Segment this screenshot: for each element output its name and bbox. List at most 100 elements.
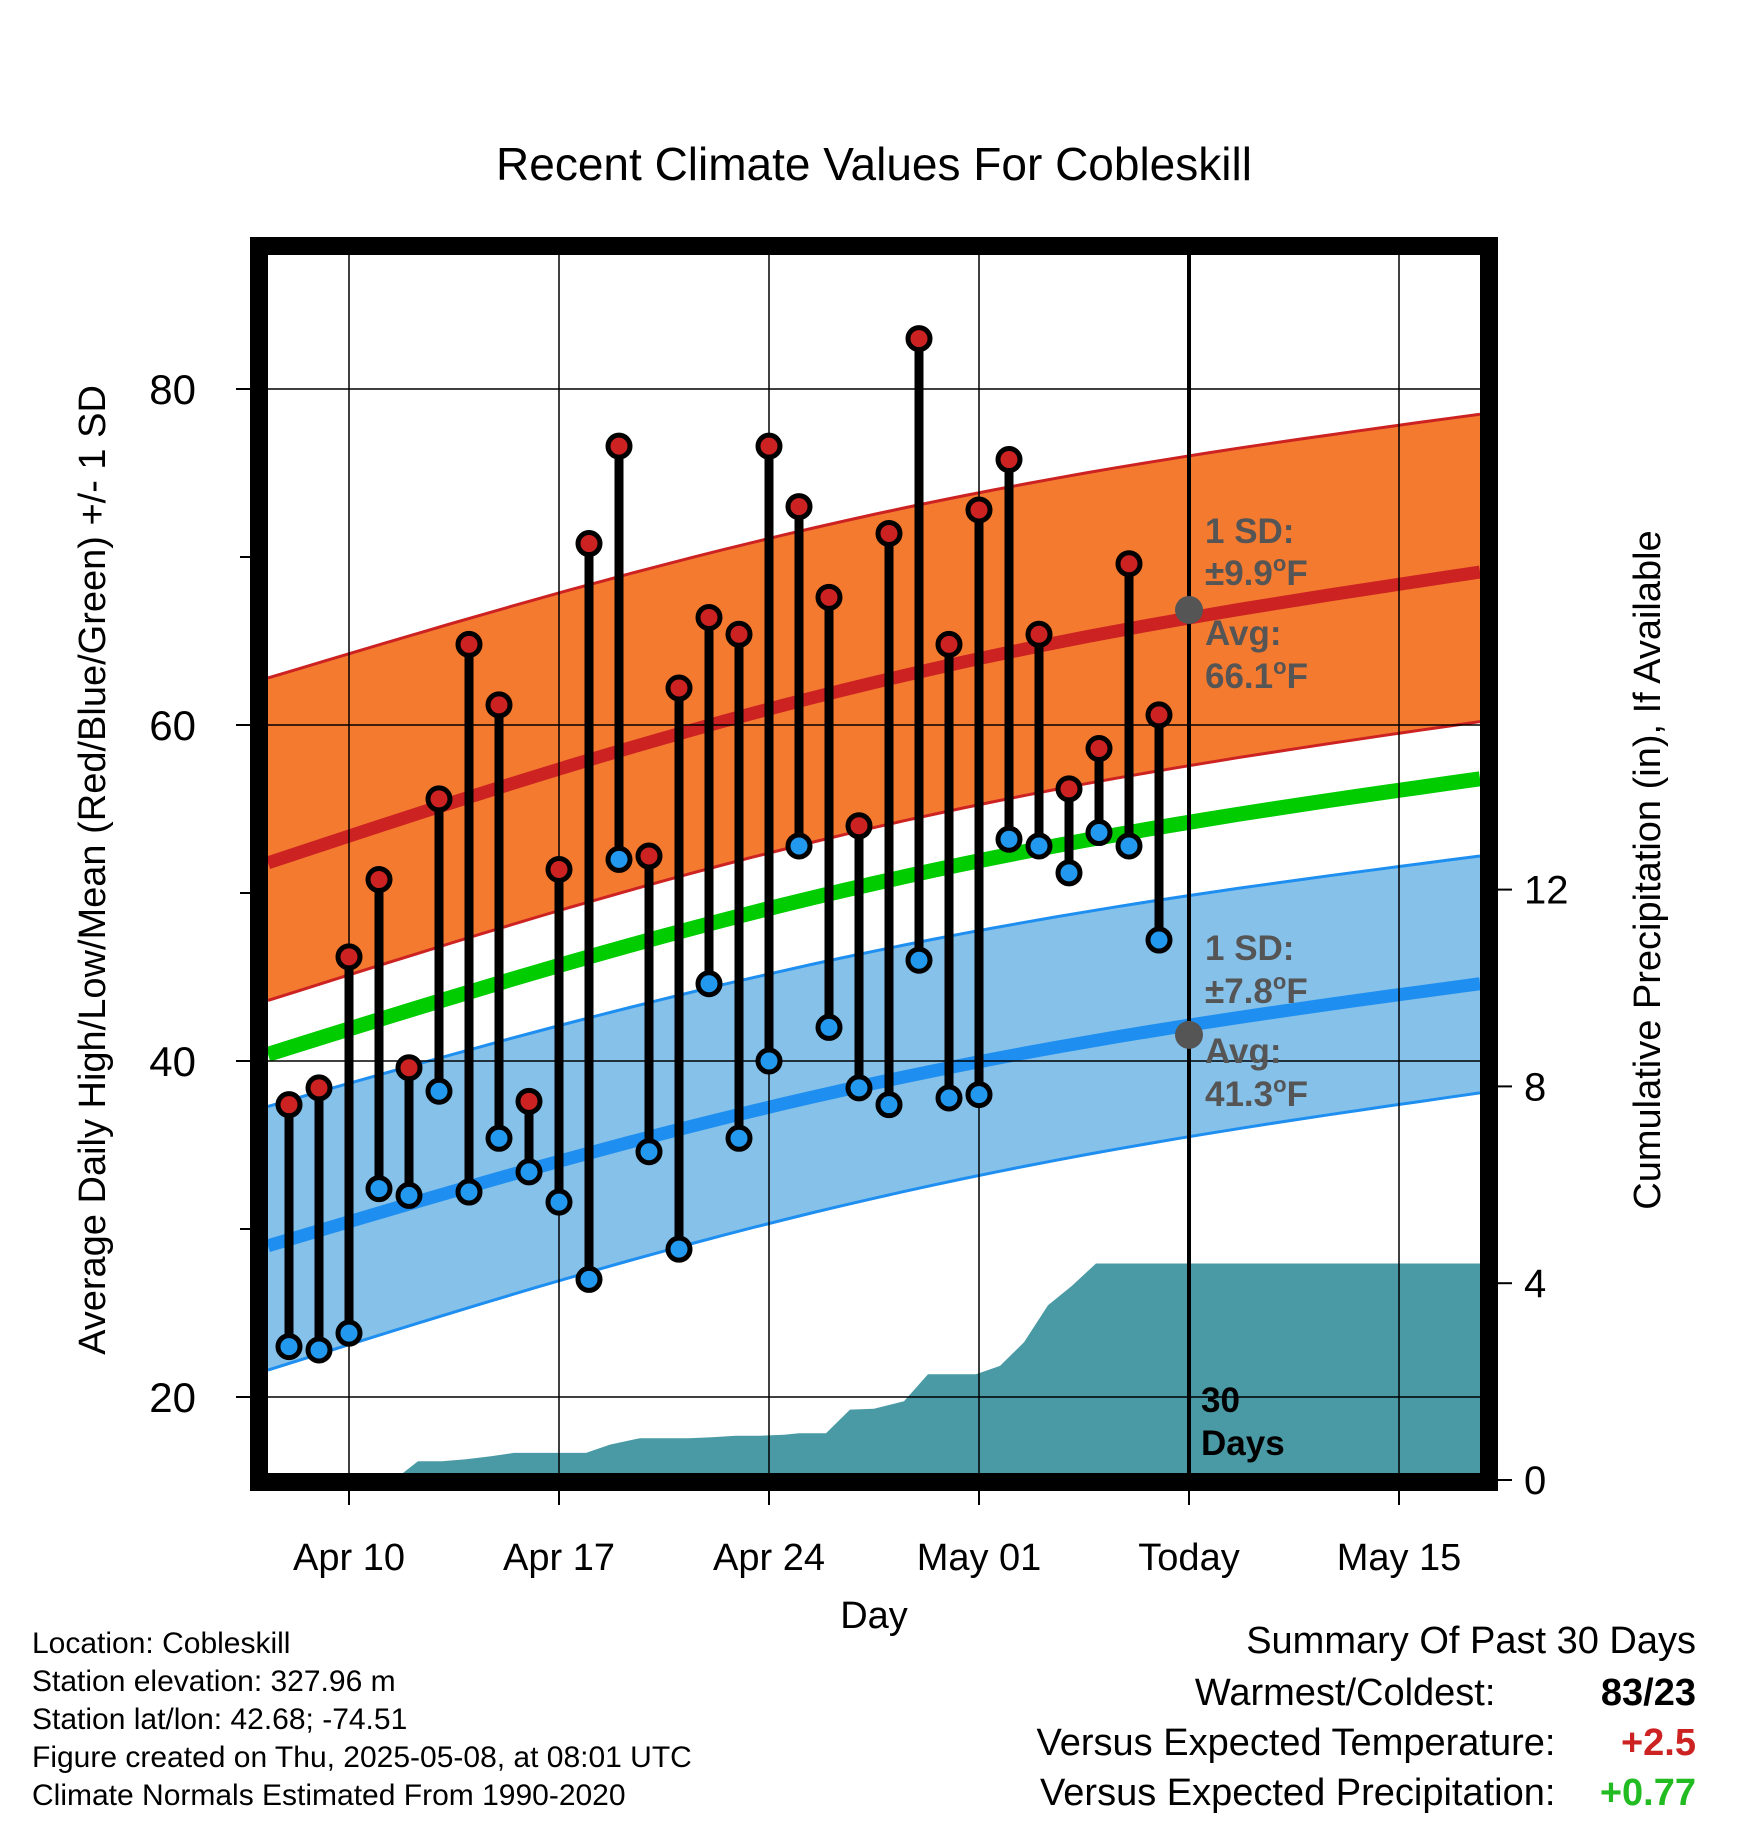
daily-low-point bbox=[725, 1124, 753, 1152]
daily-low-point bbox=[815, 1013, 843, 1041]
low-avg-value-degree: o bbox=[1273, 1072, 1286, 1097]
daily-low-point bbox=[425, 1077, 453, 1105]
axes: 20 40 60 80 0 4 8 12 Apr 10 Apr 17 Apr 24 May 01 Tod… bbox=[149, 237, 1569, 1579]
y-right-tick-label: 8 bbox=[1524, 1065, 1546, 1109]
daily-high-point bbox=[995, 446, 1023, 474]
temperature-value: +2.5 bbox=[1620, 1722, 1696, 1764]
warmest-coldest-value: 83/23 bbox=[1600, 1672, 1696, 1714]
daily-low-point bbox=[545, 1188, 573, 1216]
daily-high-point bbox=[575, 530, 603, 558]
x-tick-label: Apr 24 bbox=[713, 1537, 825, 1579]
low-sd-band bbox=[268, 856, 1480, 1371]
x-tick-label: May 15 bbox=[1337, 1537, 1462, 1579]
summary-warmest-coldest: Warmest/Coldest: 83/23 bbox=[1195, 1672, 1696, 1715]
daily-high-point bbox=[425, 785, 453, 813]
daily-high-point bbox=[875, 519, 903, 547]
precipitation-label: Versus Expected Precipitation: bbox=[1040, 1772, 1556, 1814]
chart-title: Recent Climate Values For Cobleskill bbox=[496, 138, 1252, 190]
daily-high-point bbox=[965, 496, 993, 524]
low-sd-value-degree: o bbox=[1273, 969, 1286, 994]
high-sd-value-degree: o bbox=[1273, 551, 1286, 576]
daily-high-point bbox=[845, 812, 873, 840]
daily-high-point bbox=[905, 325, 933, 353]
daily-low-point bbox=[275, 1333, 303, 1361]
daily-low-point bbox=[515, 1158, 543, 1186]
daily-high-point bbox=[815, 583, 843, 611]
daily-low-point bbox=[1085, 819, 1113, 847]
daily-high-point bbox=[1025, 620, 1053, 648]
plot-frame bbox=[250, 237, 1498, 1491]
summary-title: Summary Of Past 30 Days bbox=[1246, 1620, 1696, 1662]
low-lower-edge bbox=[268, 1091, 1480, 1372]
days-text-label: Days bbox=[1201, 1424, 1285, 1463]
daily-high-point bbox=[1115, 550, 1143, 578]
daily-low-point bbox=[605, 845, 633, 873]
daily-high-point bbox=[935, 630, 963, 658]
daily-low-point bbox=[455, 1178, 483, 1206]
high-upper-edge bbox=[268, 412, 1480, 680]
low-avg-value: 41.3oF bbox=[1205, 1072, 1308, 1114]
x-tick-label: Today bbox=[1138, 1537, 1239, 1579]
daily-low-point bbox=[845, 1074, 873, 1102]
precipitation-value: +0.77 bbox=[1599, 1772, 1696, 1814]
high-avg-value-unit: F bbox=[1287, 657, 1308, 696]
daily-high-point bbox=[545, 855, 573, 883]
y-axis-right-label: Cumulative Precipitation (in), If Availa… bbox=[1627, 530, 1669, 1209]
daily-low-point bbox=[695, 970, 723, 998]
daily-low-point bbox=[995, 825, 1023, 853]
daily-low-point bbox=[335, 1319, 363, 1347]
daily-high-point bbox=[665, 674, 693, 702]
high-avg-value-number: 66.1 bbox=[1205, 657, 1273, 696]
daily-low-point bbox=[365, 1175, 393, 1203]
high-sd-value-number: ±9.9 bbox=[1205, 554, 1273, 593]
daily-high-point bbox=[785, 493, 813, 521]
low-sd-value: ±7.8oF bbox=[1205, 969, 1308, 1011]
y-right-tick-label: 12 bbox=[1524, 869, 1569, 913]
x-tick-label: Apr 10 bbox=[293, 1537, 405, 1579]
today-high-avg-marker bbox=[1175, 595, 1203, 624]
daily-high-point bbox=[485, 691, 513, 719]
high-avg-value: 66.1oF bbox=[1205, 654, 1308, 696]
high-sd-band bbox=[268, 414, 1480, 1001]
daily-low-point bbox=[635, 1138, 663, 1166]
daily-high-point bbox=[395, 1054, 423, 1082]
daily-low-point bbox=[575, 1265, 603, 1293]
today-low-avg-marker bbox=[1175, 1020, 1203, 1049]
created-text: Figure created on Thu, 2025-05-08, at 08… bbox=[32, 1741, 692, 1774]
y-left-tick-label: 80 bbox=[149, 366, 196, 413]
y-left-tick-label: 60 bbox=[149, 702, 196, 749]
daily-low-point bbox=[905, 946, 933, 974]
x-axis-label: Day bbox=[840, 1595, 908, 1637]
daily-low-point bbox=[395, 1181, 423, 1209]
daily-high-point bbox=[1055, 775, 1083, 803]
high-sd-value: ±9.9oF bbox=[1205, 551, 1308, 593]
low-sd-value-unit: F bbox=[1286, 972, 1307, 1011]
elevation-text: Station elevation: 327.96 m bbox=[32, 1665, 396, 1698]
y-left-tick-label: 40 bbox=[149, 1038, 196, 1085]
daily-high-point bbox=[455, 630, 483, 658]
daily-low-point bbox=[1115, 832, 1143, 860]
low-avg-value-number: 41.3 bbox=[1205, 1075, 1273, 1114]
daily-high-point bbox=[725, 620, 753, 648]
daily-low-point bbox=[755, 1047, 783, 1075]
daily-high-point bbox=[515, 1087, 543, 1115]
daily-low-point bbox=[785, 832, 813, 860]
warmest-coldest-label: Warmest/Coldest: bbox=[1194, 1672, 1496, 1714]
low-avg-label: Avg: bbox=[1205, 1032, 1281, 1071]
low-avg-value-unit: F bbox=[1287, 1075, 1308, 1114]
daily-low-point bbox=[965, 1081, 993, 1109]
y-left-tick-label: 20 bbox=[149, 1374, 196, 1421]
daily-low-point bbox=[665, 1235, 693, 1263]
high-avg-label: Avg: bbox=[1205, 614, 1281, 653]
daily-low-point bbox=[485, 1124, 513, 1152]
x-tick-label: Apr 17 bbox=[503, 1537, 615, 1579]
daily-high-point bbox=[605, 432, 633, 460]
x-tick-label: May 01 bbox=[917, 1537, 1042, 1579]
daily-low-point bbox=[1145, 926, 1173, 954]
daily-low-point bbox=[875, 1091, 903, 1119]
daily-high-point bbox=[305, 1074, 333, 1102]
daily-high-point bbox=[695, 603, 723, 631]
